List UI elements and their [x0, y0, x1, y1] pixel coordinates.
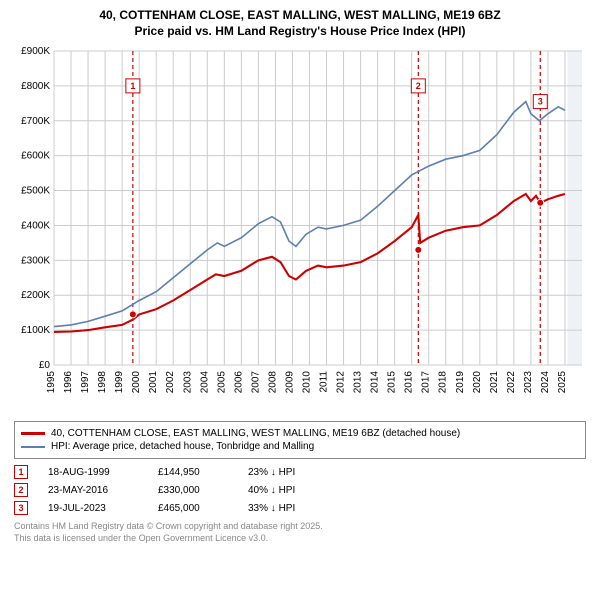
- svg-text:1999: 1999: [114, 371, 125, 394]
- annot-row-1: 2 23-MAY-2016 £330,000 40% ↓ HPI: [14, 483, 586, 497]
- svg-text:£800K: £800K: [21, 81, 50, 92]
- annot-hpi-2: 33% ↓ HPI: [248, 503, 328, 514]
- svg-text:2012: 2012: [336, 371, 347, 394]
- footer-line-2: This data is licensed under the Open Gov…: [14, 533, 586, 545]
- svg-text:2006: 2006: [233, 371, 244, 394]
- legend-row-0: 40, COTTENHAM CLOSE, EAST MALLING, WEST …: [21, 428, 579, 439]
- annot-row-0: 1 18-AUG-1999 £144,950 23% ↓ HPI: [14, 465, 586, 479]
- svg-text:2021: 2021: [489, 371, 500, 394]
- svg-text:£200K: £200K: [21, 290, 50, 301]
- annot-hpi-0: 23% ↓ HPI: [248, 467, 328, 478]
- svg-text:2011: 2011: [319, 371, 330, 393]
- svg-text:2005: 2005: [216, 371, 227, 394]
- svg-text:1997: 1997: [80, 371, 91, 394]
- svg-text:2014: 2014: [370, 371, 381, 394]
- annot-price-2: £465,000: [158, 503, 228, 514]
- svg-text:2003: 2003: [182, 371, 193, 394]
- svg-text:2022: 2022: [506, 371, 517, 394]
- chart-title-block: 40, COTTENHAM CLOSE, EAST MALLING, WEST …: [10, 8, 590, 39]
- legend-label-1: HPI: Average price, detached house, Tonb…: [51, 441, 314, 452]
- svg-text:2023: 2023: [523, 371, 534, 394]
- svg-text:2001: 2001: [148, 371, 159, 394]
- svg-text:2019: 2019: [455, 371, 466, 394]
- annot-price-1: £330,000: [158, 485, 228, 496]
- svg-text:2004: 2004: [199, 371, 210, 394]
- svg-text:£0: £0: [39, 360, 51, 371]
- svg-text:2015: 2015: [387, 371, 398, 394]
- annot-num-0: 1: [14, 465, 28, 479]
- svg-text:£100K: £100K: [21, 325, 50, 336]
- annot-num-1: 2: [14, 483, 28, 497]
- annot-price-0: £144,950: [158, 467, 228, 478]
- svg-text:£500K: £500K: [21, 186, 50, 197]
- legend-row-1: HPI: Average price, detached house, Tonb…: [21, 441, 579, 452]
- annotation-table: 1 18-AUG-1999 £144,950 23% ↓ HPI 2 23-MA…: [14, 465, 586, 515]
- svg-text:1996: 1996: [63, 371, 74, 394]
- legend-swatch-1: [21, 446, 45, 448]
- svg-text:£700K: £700K: [21, 116, 50, 127]
- legend-swatch-0: [21, 432, 45, 435]
- svg-text:1: 1: [130, 81, 135, 91]
- svg-text:2024: 2024: [540, 371, 551, 394]
- chart-svg: £0 £100K £200K £300K £400K £500K £600K £700K £80…: [10, 45, 590, 415]
- annot-date-1: 23-MAY-2016: [48, 485, 138, 496]
- annot-hpi-1: 40% ↓ HPI: [248, 485, 328, 496]
- svg-text:1995: 1995: [46, 371, 57, 394]
- svg-text:3: 3: [538, 97, 543, 107]
- svg-text:2008: 2008: [267, 371, 278, 394]
- svg-text:£300K: £300K: [21, 256, 50, 267]
- legend-label-0: 40, COTTENHAM CLOSE, EAST MALLING, WEST …: [51, 428, 460, 439]
- svg-text:£400K: £400K: [21, 221, 50, 232]
- svg-text:2009: 2009: [284, 371, 295, 394]
- svg-text:2018: 2018: [438, 371, 449, 394]
- annot-date-2: 19-JUL-2023: [48, 503, 138, 514]
- svg-text:2013: 2013: [353, 371, 364, 394]
- legend: 40, COTTENHAM CLOSE, EAST MALLING, WEST …: [14, 421, 586, 459]
- svg-text:2017: 2017: [421, 371, 432, 394]
- svg-text:2007: 2007: [250, 371, 261, 394]
- annot-row-2: 3 19-JUL-2023 £465,000 33% ↓ HPI: [14, 501, 586, 515]
- svg-text:2: 2: [416, 81, 421, 91]
- svg-text:£600K: £600K: [21, 151, 50, 162]
- annot-date-0: 18-AUG-1999: [48, 467, 138, 478]
- title-line-1: 40, COTTENHAM CLOSE, EAST MALLING, WEST …: [10, 8, 590, 24]
- svg-text:2002: 2002: [165, 371, 176, 394]
- svg-text:2000: 2000: [131, 371, 142, 394]
- title-line-2: Price paid vs. HM Land Registry's House …: [10, 24, 590, 40]
- footer: Contains HM Land Registry data © Crown c…: [14, 521, 586, 544]
- svg-text:£900K: £900K: [21, 46, 50, 57]
- svg-text:2010: 2010: [301, 371, 312, 394]
- chart-area: £0 £100K £200K £300K £400K £500K £600K £700K £80…: [10, 45, 590, 415]
- svg-text:1998: 1998: [97, 371, 108, 394]
- annot-num-2: 3: [14, 501, 28, 515]
- svg-text:2016: 2016: [404, 371, 415, 394]
- svg-text:2025: 2025: [557, 371, 568, 394]
- svg-text:2020: 2020: [472, 371, 483, 394]
- footer-line-1: Contains HM Land Registry data © Crown c…: [14, 521, 586, 533]
